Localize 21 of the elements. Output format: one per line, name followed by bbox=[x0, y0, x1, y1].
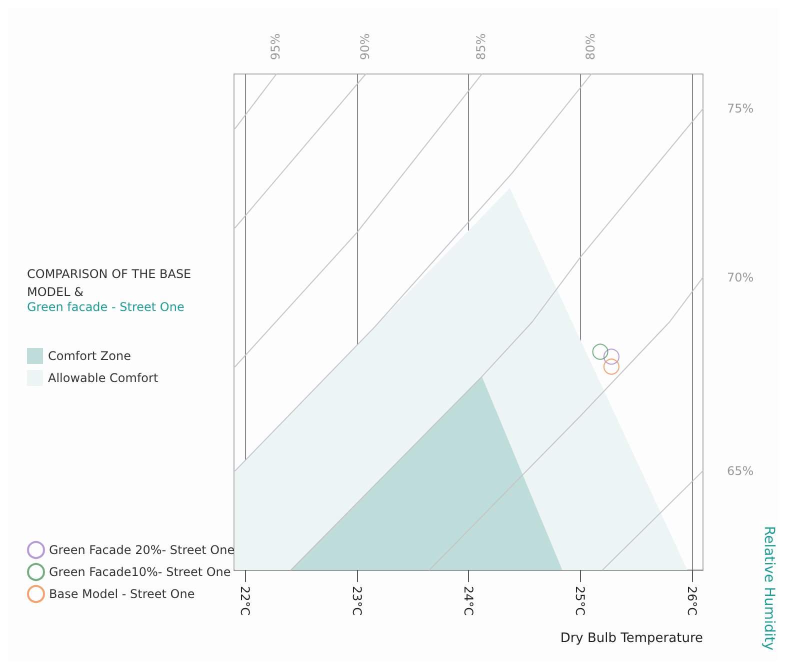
legend-label: Green Facade 20%- Street One bbox=[49, 543, 235, 557]
series-label: 65% bbox=[727, 464, 754, 478]
y-axis-title: Relative Humidity bbox=[761, 526, 777, 650]
x-tick-label: 25°C bbox=[573, 586, 588, 616]
series-label: 75% bbox=[727, 102, 754, 116]
legend-label: Comfort Zone bbox=[48, 349, 131, 363]
legend-label: Allowable Comfort bbox=[48, 371, 158, 385]
text: COMPARISON OF THE BASE MODEL & bbox=[27, 267, 195, 299]
x-axis-title: Dry Bulb Temperature bbox=[560, 631, 703, 646]
text: 90% bbox=[358, 33, 372, 60]
x-tick-label: 22°C bbox=[238, 586, 252, 616]
text: Green facade - Street One bbox=[27, 300, 184, 314]
legend-label: Green Facade10%- Street One bbox=[49, 565, 231, 579]
text: 85% bbox=[474, 33, 488, 60]
legend-label: Base Model - Street One bbox=[49, 587, 195, 601]
text: 80% bbox=[583, 33, 598, 60]
x-tick-label: 26°C bbox=[684, 586, 699, 616]
x-tick-label: 24°C bbox=[462, 586, 476, 616]
series-label: 70% bbox=[727, 270, 754, 284]
x-tick-label: 23°C bbox=[350, 586, 364, 616]
text: 95% bbox=[268, 33, 282, 60]
